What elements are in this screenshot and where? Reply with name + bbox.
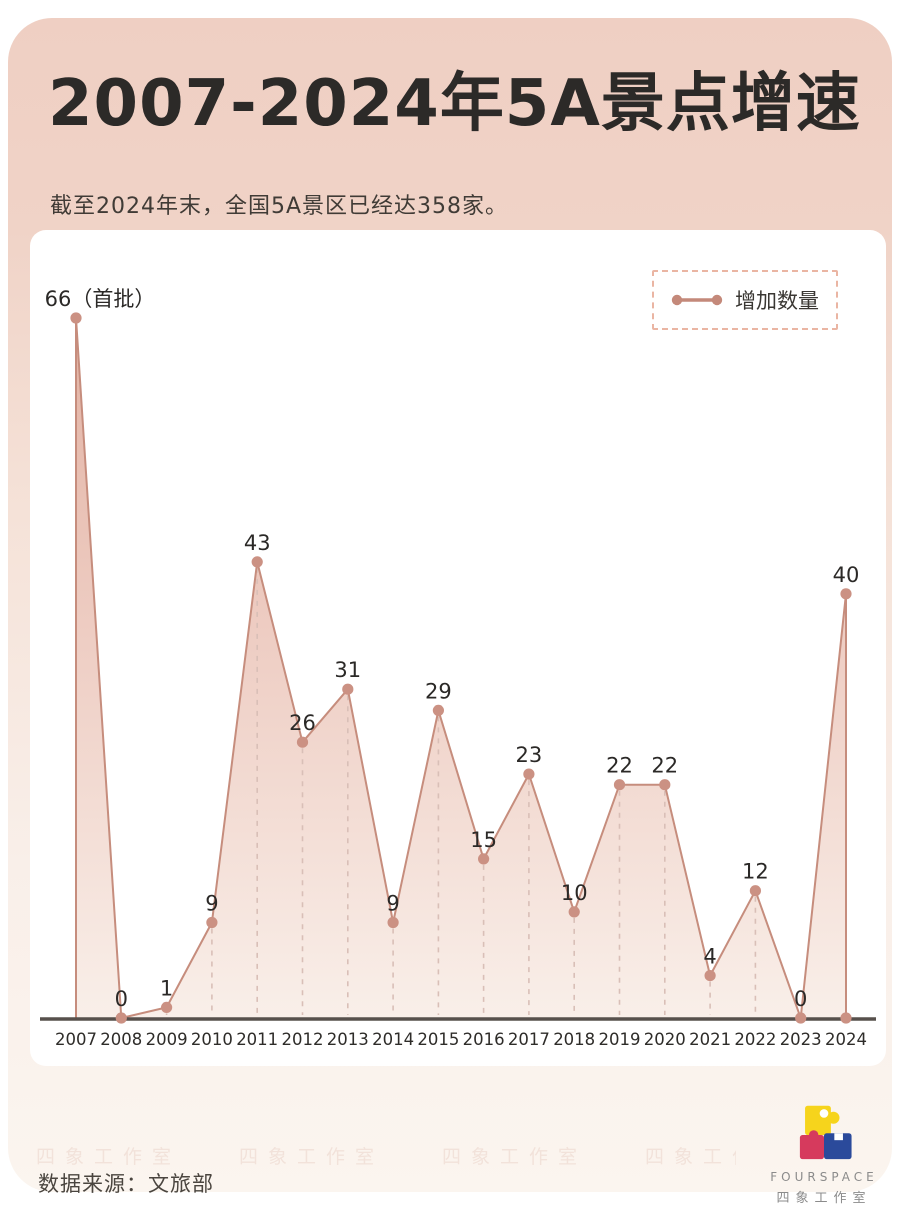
- data-point-label: 66（首批）: [45, 287, 156, 311]
- logo-brand-cn-text: 四象工作室: [776, 1191, 872, 1206]
- data-point-dot: [432, 704, 444, 716]
- data-point-label: 40: [833, 563, 860, 587]
- x-tick-label: 2021: [689, 1030, 731, 1049]
- x-tick-label: 2013: [327, 1030, 369, 1049]
- data-source-note: 数据来源：文旅部: [38, 1172, 214, 1196]
- page-title: 2007-2024年5A景点增速: [48, 67, 861, 141]
- data-point-label: 31: [334, 658, 361, 682]
- legend-label: 增加数量: [735, 289, 819, 313]
- data-point-label: 1: [160, 976, 173, 1000]
- watermark-row: 四象工作室 四象工作室 四象工作室 四象工作室 四象工作室 四象工作室 四象工作…: [36, 1146, 736, 1168]
- data-point-dot: [251, 556, 263, 568]
- x-tick-label: 2022: [734, 1030, 776, 1049]
- data-point-dot: [523, 768, 535, 780]
- x-tick-label: 2014: [372, 1030, 414, 1049]
- legend-line-marker-icon: [671, 294, 723, 306]
- x-tick-label: 2008: [100, 1030, 142, 1049]
- data-point-label: 26: [289, 711, 316, 735]
- chart-card: 66（首批） 0 1 9 43 26 31 9 29 15 23 10 22 22 4 12 0 40 2007 20…: [30, 230, 886, 1066]
- data-point-label: 10: [561, 881, 588, 905]
- data-point-dot: [659, 779, 671, 791]
- x-tick-label: 2010: [191, 1030, 233, 1049]
- x-tick-label: 2009: [146, 1030, 188, 1049]
- x-tick-label: 2015: [417, 1030, 459, 1049]
- x-tick-label: 2023: [780, 1030, 822, 1049]
- data-point-label: 29: [425, 679, 452, 703]
- data-point-dot: [795, 1012, 807, 1024]
- puzzle-logo-icon: [799, 1105, 852, 1160]
- data-point-dot: [568, 906, 580, 918]
- data-point-label: 15: [470, 828, 497, 852]
- x-tick-label: 2016: [463, 1030, 505, 1049]
- area-fill: [76, 318, 846, 1018]
- data-point-label: 12: [742, 860, 769, 884]
- data-point-dot: [70, 312, 82, 324]
- chart-legend: 增加数量: [652, 270, 838, 330]
- x-tick-label: 2011: [236, 1030, 278, 1049]
- data-point-label: 9: [205, 892, 218, 916]
- data-point-label: 0: [794, 987, 807, 1011]
- data-point-dot: [840, 588, 852, 600]
- series-line: [75, 317, 847, 1019]
- data-point-label: 22: [651, 754, 678, 778]
- x-tick-label: 2019: [599, 1030, 641, 1049]
- data-point-dot: [387, 916, 399, 929]
- x-tick-label: 2007: [55, 1030, 97, 1049]
- x-tick-label: 2017: [508, 1030, 550, 1049]
- x-tick-label: 2018: [553, 1030, 595, 1049]
- x-tick-label: 2020: [644, 1030, 686, 1049]
- page-subtitle: 截至2024年末，全国5A景区已经达358家。: [50, 194, 509, 219]
- data-point-dot: [704, 970, 716, 982]
- poster-panel: 2007-2024年5A景点增速 截至2024年末，全国5A景区已经达358家。…: [8, 18, 892, 1206]
- data-point-dot: [206, 916, 218, 929]
- data-point-dot: [161, 1001, 173, 1014]
- data-point-dot: [613, 779, 626, 791]
- data-point-dot: [749, 885, 762, 897]
- data-point-label: 43: [244, 531, 271, 555]
- data-point-label: 0: [115, 987, 128, 1011]
- data-point-dot: [115, 1012, 127, 1024]
- data-point-dot: [840, 1012, 852, 1024]
- x-tick-label: 2024: [825, 1030, 867, 1049]
- data-point-label: 23: [516, 743, 543, 767]
- x-tick-label: 2012: [282, 1030, 324, 1049]
- data-point-label: 9: [386, 892, 399, 916]
- studio-logo: FOURSPACE 四象工作室: [753, 1104, 895, 1206]
- logo-brand-text: FOURSPACE: [770, 1170, 878, 1184]
- data-point-label: 22: [606, 754, 633, 778]
- data-point-label: 4: [703, 945, 716, 969]
- data-point-dot: [296, 736, 309, 748]
- data-point-dot: [478, 853, 490, 865]
- data-point-dot: [342, 683, 354, 695]
